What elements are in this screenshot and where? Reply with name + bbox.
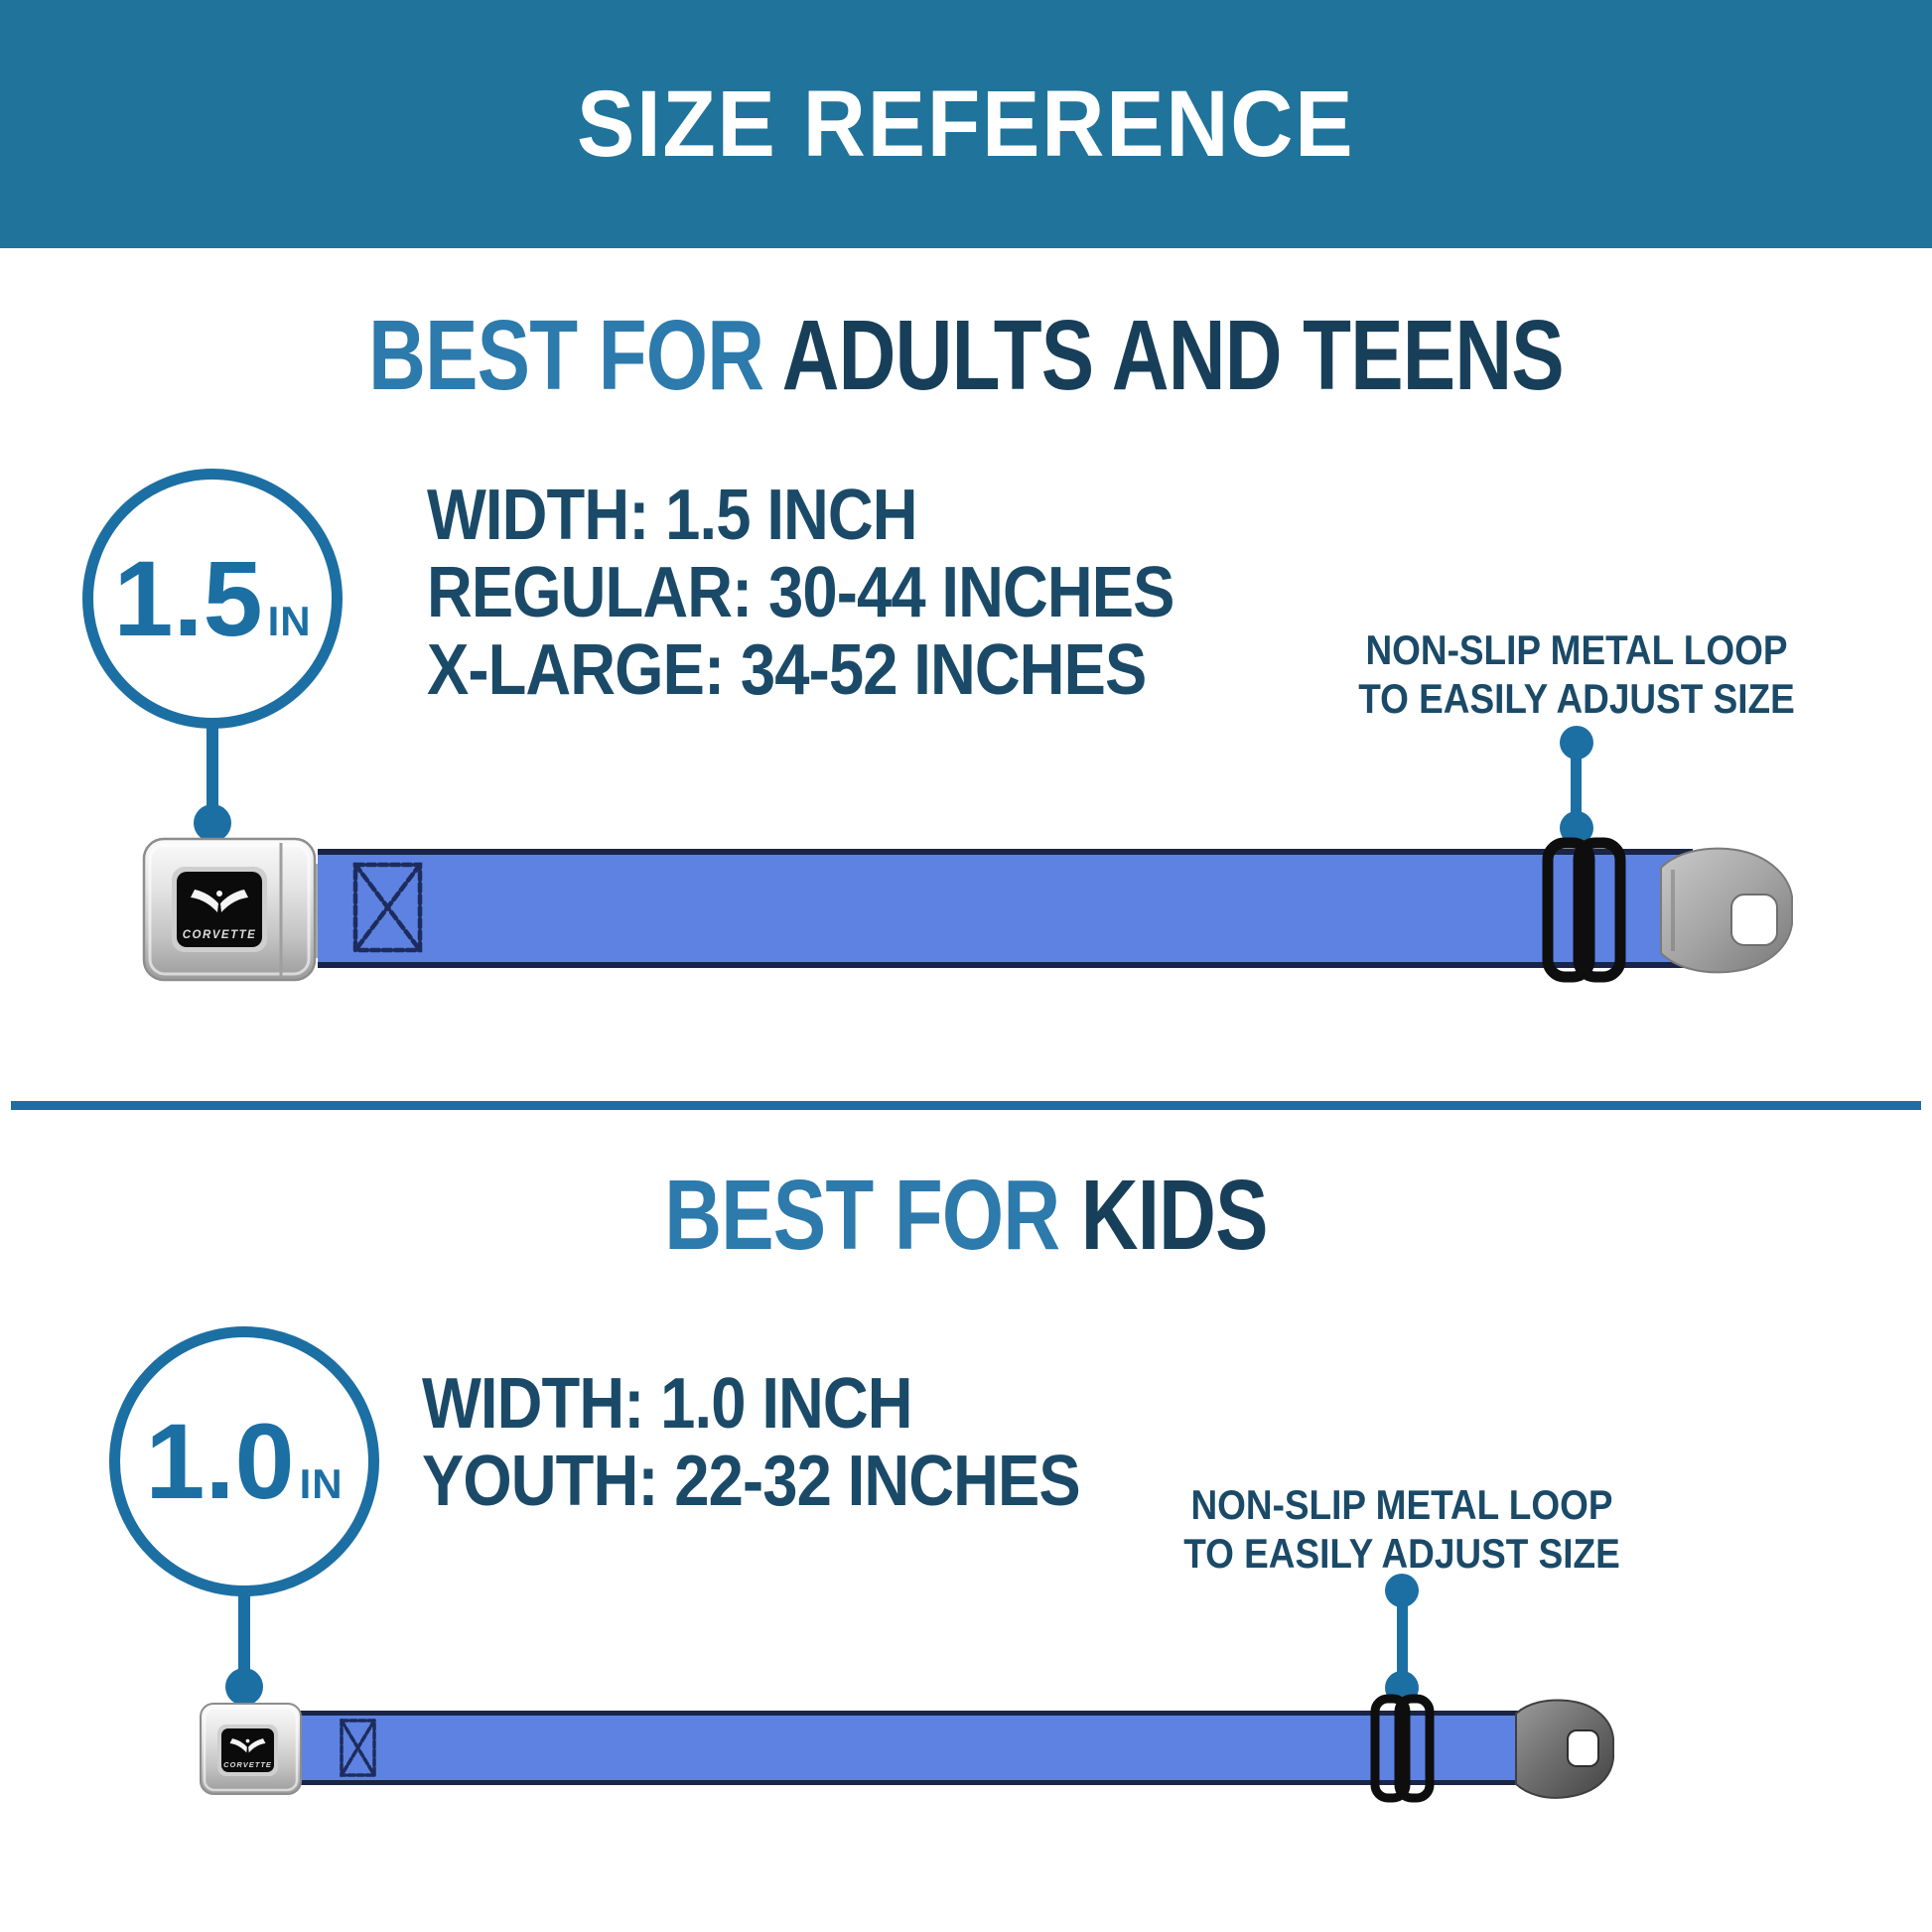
badge-pointer-line-kids	[238, 1594, 250, 1688]
spec-line: X-LARGE: 34-52 INCHES	[427, 630, 1147, 710]
callout-pointer-line-adults	[1571, 743, 1582, 828]
spec-line: WIDTH: 1.0 INCH	[422, 1364, 913, 1444]
buckle-brand-text: CORVETTE	[223, 1760, 272, 1769]
belt-end-tab	[1660, 847, 1793, 974]
belt-strap	[299, 1711, 1536, 1785]
tab-hole	[1730, 894, 1778, 946]
section-heading-adults: BEST FOR ADULTS AND TEENS	[194, 306, 1739, 405]
callout-pointer-dot-top-kids	[1385, 1574, 1419, 1607]
spec-list-kids: WIDTH: 1.0 INCH YOUTH: 22-32 INCHES	[422, 1364, 1081, 1521]
spec-line: REGULAR: 30-44 INCHES	[427, 553, 1174, 632]
belt-graphic-kids: CORVETTE	[200, 1694, 1614, 1803]
callout-kids: NON-SLIP METAL LOOP TO EASILY ADJUST SIZ…	[1183, 1480, 1620, 1578]
callout-line: NON-SLIP METAL LOOP	[1190, 1481, 1613, 1528]
badge-unit: IN	[267, 598, 312, 644]
badge-unit: IN	[299, 1460, 344, 1507]
badge-pointer-dot-adults	[194, 804, 231, 842]
corvette-logo-icon	[229, 1738, 266, 1753]
tab-hole	[1567, 1729, 1599, 1767]
metal-adjuster-loops	[1542, 837, 1626, 983]
callout-line: TO EASILY ADJUST SIZE	[1358, 675, 1795, 722]
width-badge-adults: 1.5 IN	[82, 469, 343, 729]
badge-value: 1.5	[113, 538, 263, 658]
heading-emphasis: ADULTS AND TEENS	[781, 300, 1565, 411]
corvette-logo-icon	[191, 890, 248, 912]
callout-adults: NON-SLIP METAL LOOP TO EASILY ADJUST SIZ…	[1358, 625, 1795, 723]
stitch-box	[352, 862, 423, 953]
section-heading-kids: BEST FOR KIDS	[194, 1166, 1739, 1265]
badge-pointer-dot-kids	[225, 1668, 263, 1706]
callout-pointer-line-kids	[1397, 1590, 1408, 1688]
badge-value: 1.0	[145, 1401, 295, 1521]
metal-adjuster-loops	[1370, 1694, 1435, 1803]
spec-list-adults: WIDTH: 1.5 INCH REGULAR: 30-44 INCHES X-…	[427, 477, 1174, 709]
spec-line: YOUTH: 22-32 INCHES	[422, 1442, 1081, 1521]
heading-emphasis: KIDS	[1080, 1160, 1269, 1271]
buckle-brand-text: CORVETTE	[183, 929, 257, 941]
callout-line: TO EASILY ADJUST SIZE	[1183, 1530, 1620, 1577]
heading-prefix: BEST FOR	[664, 1160, 1060, 1271]
belt-strap	[318, 849, 1693, 968]
seatbelt-buckle: CORVETTE	[200, 1703, 302, 1795]
width-badge-kids: 1.0 IN	[109, 1326, 379, 1596]
header-banner: SIZE REFERENCE	[0, 0, 1932, 248]
callout-pointer-dot-top-adults	[1560, 726, 1593, 759]
seatbelt-buckle: CORVETTE	[142, 837, 317, 982]
belt-graphic-adults: CORVETTE	[142, 837, 1793, 983]
callout-line: NON-SLIP METAL LOOP	[1365, 626, 1788, 673]
section-divider	[11, 1101, 1921, 1110]
belt-end-tab	[1515, 1699, 1614, 1799]
spec-line: WIDTH: 1.5 INCH	[427, 476, 918, 555]
heading-prefix: BEST FOR	[368, 300, 764, 411]
stitch-box	[340, 1719, 376, 1777]
page-title: SIZE REFERENCE	[577, 70, 1355, 177]
badge-pointer-line-adults	[207, 727, 218, 824]
